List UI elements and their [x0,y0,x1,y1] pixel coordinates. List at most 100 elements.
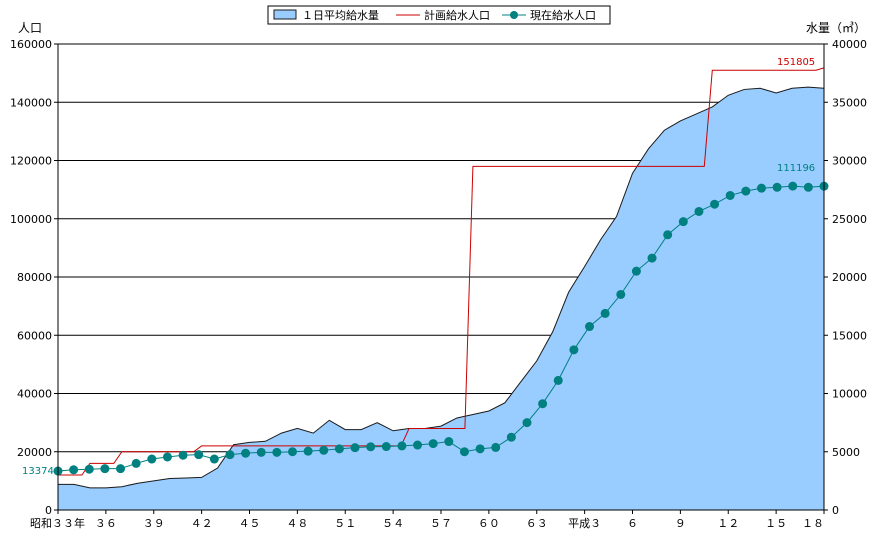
left-tick-label: 160000 [10,38,52,51]
x-tick-label: ６ [627,517,638,530]
x-tick-label: １５ [765,517,787,530]
current-population-point [647,253,657,263]
x-tick-label: ４２ [191,517,213,530]
left-tick-label: 60000 [17,329,52,342]
right-tick-label: 30000 [832,155,867,168]
right-tick-label: 15000 [832,329,867,342]
current-population-point [788,181,798,191]
current-population-point [162,452,172,462]
right-tick-label: 40000 [832,38,867,51]
planned-population-polyline [58,67,825,476]
current-population-point [491,442,501,452]
x-tick-label: ５４ [382,517,404,530]
x-tick-label: ９ [675,517,686,530]
current-population-point [428,439,438,449]
current-population-point [585,322,595,332]
current-population-point [741,186,751,196]
current-population-point [334,444,344,454]
current-population-point [678,217,688,227]
current-population-point [209,454,219,464]
current-population-point [225,450,235,460]
current-population-point [194,450,204,460]
current-population-point [772,182,782,192]
legend-label-planned: 計画給水人口 [424,8,490,22]
left-tick-label: 120000 [10,155,52,168]
right-tick-label: 10000 [832,388,867,401]
current-population-line [53,181,829,476]
current-population-point [663,230,673,240]
current-population-point [131,458,141,468]
current-population-point [569,345,579,355]
planned-population-line [58,67,825,476]
current-population-point [397,441,407,451]
legend-label-water: １日平均給水量 [302,8,379,22]
left-tick-label: 40000 [17,388,52,401]
x-tick-label: 平成３ [568,517,601,530]
current-population-point [459,447,469,457]
current-population-point [147,454,157,464]
left-axis-title: 人口 [18,21,42,35]
current-population-point [553,375,563,385]
legend-label-current: 現在給水人口 [530,8,596,22]
x-tick-label: １２ [717,517,739,530]
current-population-point [116,464,126,474]
current-population-point [241,448,251,458]
left-tick-label: 100000 [10,213,52,226]
x-tick-label: 昭和３３年 [30,516,85,530]
right-tick-label: 20000 [832,271,867,284]
current-population-point [381,442,391,452]
current-population-point [616,289,626,299]
right-tick-label: 5000 [832,446,860,459]
legend-swatch-area [273,9,297,20]
current-population-point [506,432,516,442]
current-first-label: 13374 [22,466,54,477]
x-tick-label: ４５ [239,517,261,530]
current-last-label: 111196 [777,163,815,174]
current-population-point [444,437,454,447]
current-population-point [413,440,423,450]
x-tick-label: ４８ [286,517,308,530]
current-population-point [100,464,110,474]
current-population-point [69,465,79,475]
legend-marker-current [510,11,518,19]
current-population-point [272,447,282,457]
planned-last-label: 151805 [777,57,815,68]
right-tick-label: 35000 [832,96,867,109]
current-population-point [538,399,548,409]
current-population-point [84,464,94,474]
x-tick-label: ６３ [526,517,548,530]
current-population-point [694,206,704,216]
current-population-point [725,190,735,200]
current-population-point [366,442,376,452]
left-tick-label: 140000 [10,96,52,109]
right-tick-label: 0 [832,504,839,517]
water-volume-area-fill [58,87,824,510]
current-population-point [803,182,813,192]
legend: １日平均給水量 計画給水人口 現在給水人口 [267,5,611,25]
left-axis-ticks: 0 20000 40000 60000 80000 100000 120000 140000 1… [10,38,58,517]
x-tick-label: ３９ [143,517,165,530]
left-tick-label: 20000 [17,446,52,459]
current-population-point [710,199,720,209]
current-population-point [631,266,641,276]
current-population-point [475,444,485,454]
x-tick-label: ５１ [334,517,356,530]
current-population-point [287,447,297,457]
x-tick-label: ３６ [95,517,117,530]
current-population-point [522,418,532,428]
x-tick-label: ５７ [430,517,452,530]
water-volume-area [58,86,825,510]
x-tick-label: ６０ [478,517,500,530]
current-population-point [319,445,329,455]
right-axis-title: 水量（㎥） [806,21,866,35]
x-tick-label: １８ [802,517,824,530]
left-tick-label: 80000 [17,271,52,284]
water-volume-area-outline [58,86,825,489]
x-axis-ticks: 昭和３３年 ３６ ３９ ４２ ４５ ４８ ５１ ５４ ５７ ６０ ６３ 平成３ ６ ９ １２ １５ １８ [30,510,825,530]
legend-box [267,5,611,25]
current-population-point [256,447,266,457]
current-population-point [600,308,610,318]
right-axis-ticks: 0 5000 10000 15000 20000 25000 30000 35000 40000 [824,38,867,517]
left-tick-label: 0 [45,504,52,517]
